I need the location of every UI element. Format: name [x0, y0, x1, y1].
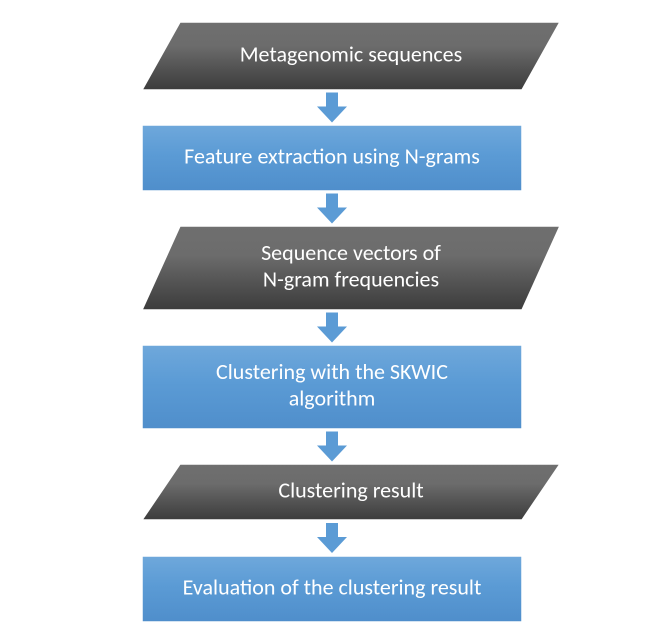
node-clustering-result: Clustering result [142, 464, 560, 520]
arrow-1-2 [317, 194, 347, 224]
flowchart-svg: Metagenomic sequences Feature extraction … [0, 0, 663, 627]
node-metagenomic-sequences: Metagenomic sequences [142, 22, 560, 90]
node-metagenomic-sequences-label: Metagenomic sequences [240, 40, 462, 67]
arrow-0-1 [317, 93, 347, 123]
node-feature-extraction-label: Feature extraction using N-grams [184, 142, 480, 169]
arrow-4-5 [317, 523, 347, 553]
flowchart-canvas: Metagenomic sequences Feature extraction … [0, 0, 663, 627]
arrow-3-4 [317, 432, 347, 462]
node-evaluation-label: Evaluation of the clustering result [183, 573, 482, 600]
node-evaluation: Evaluation of the clustering result [142, 556, 522, 622]
node-clustering-skwic-label: Clustering with the SKWIC [216, 358, 448, 385]
node-feature-extraction: Feature extraction using N-grams [142, 125, 522, 191]
arrow-2-3 [317, 313, 347, 343]
node-clustering-result-label: Clustering result [278, 476, 423, 503]
node-clustering-skwic-label: algorithm [289, 384, 376, 411]
node-sequence-vectors: Sequence vectors ofN-gram frequencies [142, 226, 560, 310]
node-sequence-vectors-label: N-gram frequencies [263, 265, 439, 292]
node-sequence-vectors-label: Sequence vectors of [261, 239, 441, 266]
node-clustering-skwic: Clustering with the SKWICalgorithm [142, 345, 522, 429]
